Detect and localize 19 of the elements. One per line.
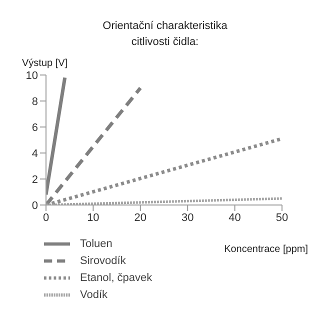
y-tick-label: 10 bbox=[26, 70, 38, 82]
y-tick-label: 4 bbox=[32, 148, 38, 160]
legend-label: Sirovodík bbox=[80, 254, 126, 267]
chart-title: Orientační charakteristika citlivosti čidla: bbox=[102, 19, 228, 50]
x-tick-label: 30 bbox=[181, 212, 194, 224]
x-tick-label: 20 bbox=[134, 212, 147, 224]
y-axis-title: Výstup [V] bbox=[22, 58, 69, 69]
x-tick-label: 50 bbox=[276, 212, 288, 224]
legend-label: Toluen bbox=[80, 238, 112, 250]
x-tick-label: 0 bbox=[42, 212, 50, 224]
x-axis-title: Koncentrace [ppm] bbox=[224, 244, 308, 255]
x-tick-label: 40 bbox=[228, 212, 241, 224]
x-tick-label: 10 bbox=[87, 212, 100, 224]
y-tick-label: 0 bbox=[32, 200, 38, 212]
y-tick-label: 8 bbox=[32, 96, 38, 108]
legend-label: Etanol, čpavek bbox=[80, 272, 152, 284]
y-tick-label: 2 bbox=[32, 174, 38, 186]
y-tick-label: 6 bbox=[32, 122, 38, 134]
legend-label: Vodík bbox=[80, 288, 108, 301]
